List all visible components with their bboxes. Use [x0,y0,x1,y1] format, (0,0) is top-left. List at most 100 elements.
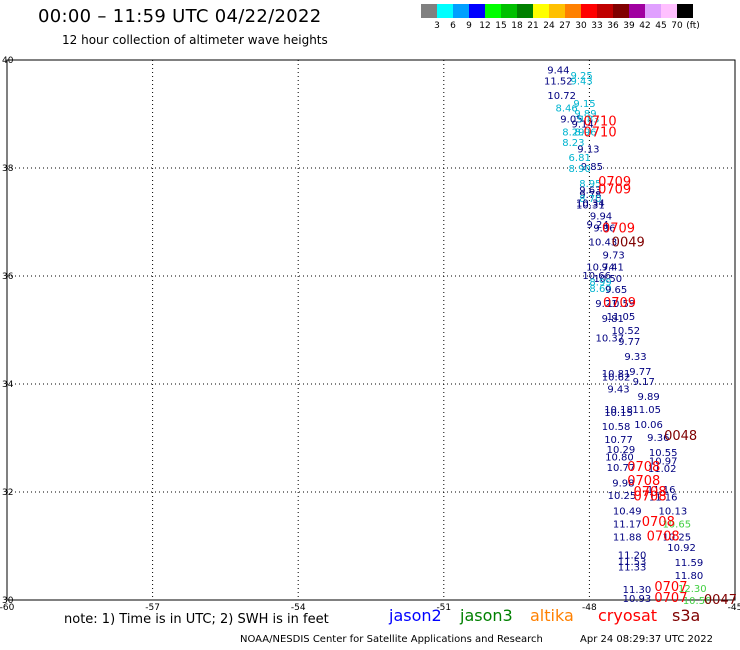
scale-label: 27 [559,21,571,31]
scale-label: 33 [591,21,603,31]
legend-cryosat: cryosat [598,606,658,625]
scale-label: 45 [655,21,667,31]
wave-height-value: 8.90 [569,164,591,175]
pass-time-label: 0048 [664,429,697,444]
longitude-label: -54 [291,603,306,613]
wave-height-value: 10.34 [576,199,605,210]
wave-height-value: 10.06 [634,420,663,431]
wave-height-value: 9.43 [607,384,629,395]
wave-height-value: 9.63 [579,186,601,197]
longitude-label: -57 [145,603,160,613]
wave-height-value: 9.25 [571,71,593,82]
legend-jason3: jason3 [460,606,513,625]
wave-height-value: 10.92 [667,543,696,554]
wave-height-value: 12.30 [678,584,707,595]
wave-height-value: 10.74 [586,262,615,273]
wave-height-value: 11.33 [618,563,647,574]
wave-height-value: 9.77 [618,337,640,348]
pass-time-label: 0708 [647,529,680,544]
map-frame [6,59,736,601]
wave-height-value: 10.81 [602,369,631,380]
pass-time-label: 0708 [627,460,660,475]
wave-height-value: 9.85 [581,162,603,173]
longitude-label: -45 [728,603,740,613]
wave-height-value: 9.17 [633,377,655,388]
wave-height-value: 10.43 [589,237,618,248]
wave-height-value: 10.15 [604,408,633,419]
pass-time-label: 0707 [654,580,687,595]
footnote: note: 1) Time is in UTC; 2) SWH is in fe… [64,612,329,627]
wave-height-value: 11.53 [618,557,647,568]
pass-time-label: 0708 [627,474,660,489]
scale-label: 21 [527,21,539,31]
wave-height-value: 11.02 [648,464,677,475]
scale-swatch [613,4,629,18]
scale-label: 6 [450,21,456,31]
wave-height-value: 11.05 [632,405,661,416]
pass-time-label: 0707 [654,591,687,606]
legend-jason2: jason2 [389,606,442,625]
wave-height-value: 10.50 [594,274,623,285]
pass-time-label: 0709 [602,221,635,236]
scale-label: 18 [511,21,523,31]
scale-label: 42 [639,21,651,31]
pass-time-label: 0708 [642,515,675,530]
scale-swatch [581,4,597,18]
scale-label: 3 [434,21,440,31]
wave-height-value: 10.77 [607,463,636,474]
scale-label: 12 [479,21,491,31]
wave-height-value: 9.14 [571,120,593,131]
wave-height-value: 11.59 [675,558,704,569]
wave-height-value: 9.98 [612,478,634,489]
wave-height-value: 10.65 [662,519,691,530]
wave-height-value: 9.96 [593,223,615,234]
wave-height-value: 9.24 [587,220,609,231]
scale-label: 24 [543,21,555,31]
pass-time-label: 0710 [584,125,617,140]
wave-height-value: 8.70 [579,194,601,205]
wave-height-value: 10.97 [649,457,678,468]
wave-height-value: 10.29 [607,445,636,456]
pass-time-label: 0709 [598,175,631,190]
latitude-label: 38 [2,164,14,174]
pass-time-label: 0047 [704,593,737,608]
longitude-label: -60 [0,603,15,613]
wave-height-value: 10.93 [623,594,652,605]
wave-height-value: 10.49 [613,506,642,517]
scale-label: 39 [623,21,635,31]
wave-height-value: 9.05 [560,114,582,125]
pass-time-label: 0710 [584,115,617,130]
scale-swatch [453,4,469,18]
wave-height-value: 8.23 [562,138,584,149]
wave-height-value: 9.94 [590,212,612,223]
pass-time-label: 0708 [634,485,667,500]
pass-time-label: 0708 [634,489,667,504]
wave-height-value: 8.96 [574,127,596,138]
wave-height-value: 8.60 [589,284,611,295]
scale-swatch [565,4,581,18]
wave-height-value: 9.33 [624,352,646,363]
longitude-label: -48 [582,603,597,613]
wave-height-value: 10.18 [604,405,633,416]
wave-height-value: 9.89 [637,392,659,403]
wave-height-value: 10.58 [602,422,631,433]
wave-height-value: 10.31 [576,201,605,212]
scale-label: (ft) [686,21,700,31]
latitude-label: 30 [2,596,14,606]
wave-height-value: 11.05 [607,312,636,323]
scale-swatch [517,4,533,18]
wave-height-value: 8.46 [555,104,577,115]
latitude-label: 34 [2,380,14,390]
latitude-label: 32 [2,488,13,498]
wave-height-value: 9.77 [629,367,651,378]
wave-height-value: 9.44 [547,66,569,77]
wave-height-value: 9.65 [605,285,627,296]
wave-height-value: 9.89 [574,109,596,120]
scale-swatch [437,4,453,18]
wave-height-value: 10.80 [605,452,634,463]
wave-height-value: 9.13 [577,145,599,156]
scale-swatch [469,4,485,18]
wave-height-value: 9.15 [573,99,595,110]
